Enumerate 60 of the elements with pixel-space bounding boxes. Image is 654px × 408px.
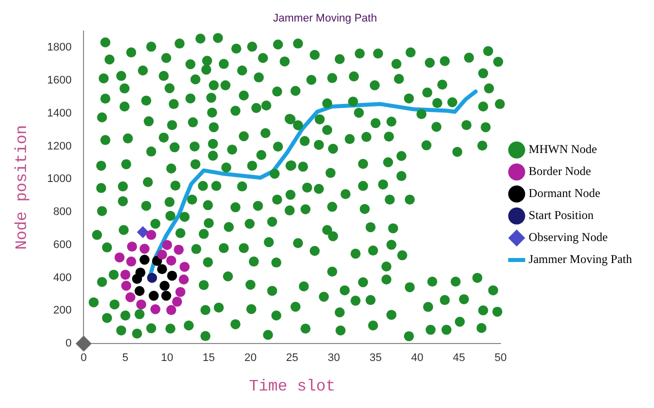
legend-label: Start Position [528,208,594,222]
point [114,252,125,262]
point [146,230,156,240]
point [161,290,172,301]
x-tick-label: 50 [494,352,507,364]
x-tick-label: 40 [411,352,424,364]
point [150,304,160,314]
point [136,299,146,310]
point [180,262,190,272]
point [136,226,149,238]
y-tick-label: 1600 [47,74,72,87]
point [127,242,138,252]
legend-label: Observing Node [528,230,608,244]
y-axis-title: Node position [12,124,31,250]
x-tick-label: 35 [369,352,382,364]
point [166,305,176,316]
legend-label: Dormant Node [528,186,600,200]
y-tick-label: 1000 [47,173,72,186]
x-axis-title: Time slot [248,378,336,396]
y-tick-label: 200 [53,304,72,317]
x-tick-label: 10 [160,352,174,364]
point [148,290,159,301]
point [166,256,176,266]
y-tick-label: 0 [66,338,72,350]
point [126,256,136,267]
point [160,280,170,291]
legend-label: MHWN Node [528,142,598,156]
point [132,274,142,284]
point [178,274,189,284]
x-tick-label: 5 [122,352,128,364]
y-tick-label: 1200 [47,140,72,152]
y-tick-label: 800 [53,206,72,218]
x-tick-label: 20 [244,352,257,364]
y-tick-label: 1800 [47,42,72,54]
legend-label: Jammer Moving Path [528,252,632,266]
point [157,250,168,260]
point [121,280,132,291]
point [167,270,178,281]
x-tick-label: 30 [328,352,340,364]
point [76,336,92,352]
y-tick-label: 400 [53,272,72,284]
point [140,254,150,265]
chart-title: Jammer Moving Path [273,12,377,25]
point [120,270,130,280]
legend-label: Border Node [528,164,592,178]
x-tick-label: 0 [80,352,87,364]
point [157,264,168,274]
point [147,272,158,283]
point [125,292,136,302]
point [140,244,150,254]
x-tick-label: 15 [202,352,215,364]
y-tick-label: 600 [53,238,72,251]
point [162,240,172,250]
point [134,286,145,296]
y-tick-label: 1400 [47,107,72,120]
point [174,244,184,255]
point [175,286,186,297]
x-tick-label: 25 [286,352,298,364]
x-tick-label: 45 [452,352,466,364]
point [172,296,182,307]
